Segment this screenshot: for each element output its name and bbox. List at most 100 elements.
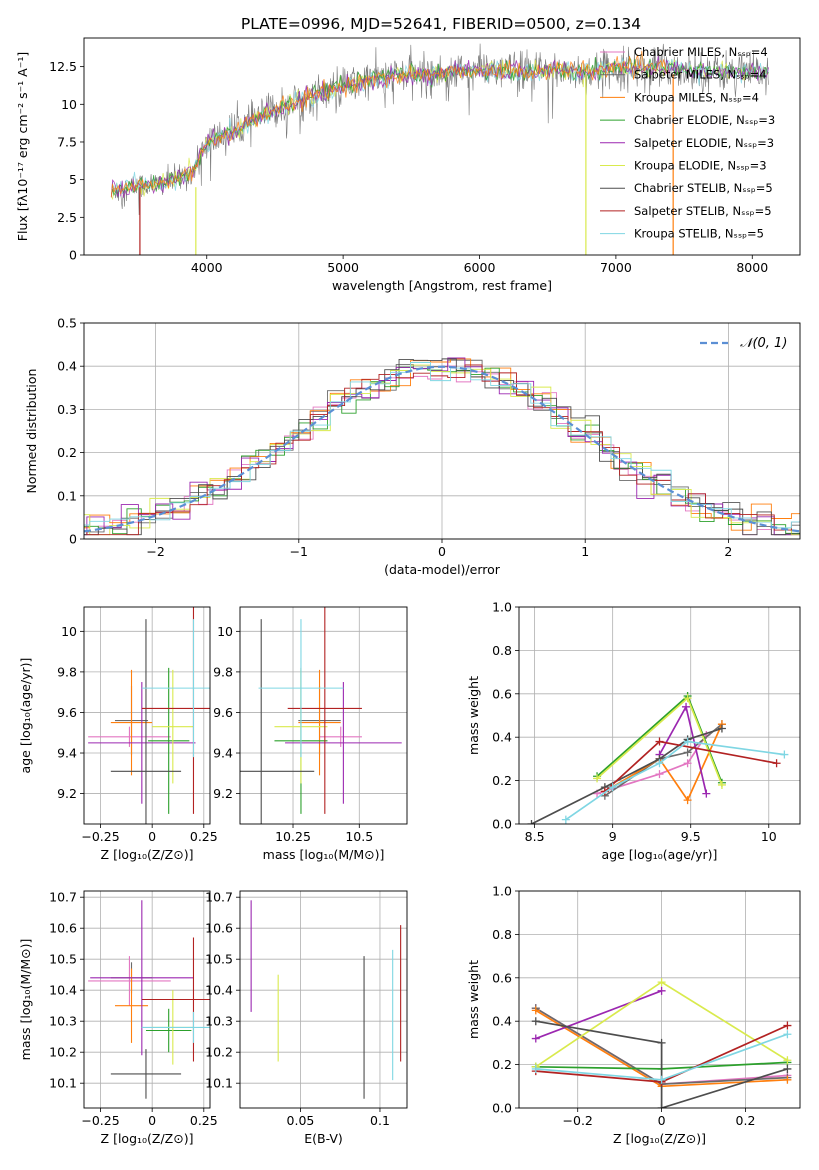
legend-label: Kroupa STELIB, Nₛₛₚ=5: [634, 227, 764, 241]
model-spectrum-line: [110, 50, 668, 197]
x-axis-label: Z [log₁₀(Z/Z⊙)]: [101, 847, 194, 862]
massweight-vs-age-plot-area: [519, 606, 800, 825]
y-tick-label: 9.6: [213, 705, 233, 720]
y-tick-label: 0.2: [57, 445, 77, 460]
age-vs-mass-frame: [239, 606, 408, 825]
x-axis-label: mass [log₁₀(M/M⊙)]: [263, 847, 385, 862]
y-tick-label: 0.0: [492, 817, 512, 832]
weight-marker: [717, 724, 726, 733]
weight-marker: [608, 783, 617, 792]
age-vs-mass-plot-area: [240, 607, 407, 824]
y-tick-label: 9.6: [57, 705, 77, 720]
y-tick-label: 0.4: [57, 359, 77, 374]
y-tick-label: 9.2: [57, 786, 77, 801]
y-tick-label: 0.0: [492, 1101, 512, 1116]
y-tick-label: 7.5: [57, 134, 77, 149]
y-tick-label: 9.8: [57, 664, 77, 679]
weight-marker: [657, 978, 666, 987]
weight-marker: [683, 759, 692, 768]
histogram-step-2: [84, 358, 800, 531]
weight-marker: [657, 1038, 666, 1047]
spectrum-frame: [83, 37, 801, 256]
legend-label: Salpeter MILES, Nₛₛₚ=4: [634, 68, 767, 82]
legend-label: Salpeter STELIB, Nₛₛₚ=5: [634, 204, 772, 218]
x-tick-label: −2: [146, 544, 164, 559]
y-axis-label: Flux [fλ10⁻¹⁷ erg cm⁻² s⁻¹ A⁻¹]: [15, 52, 30, 241]
legend-label: Chabrier ELODIE, Nₛₛₚ=3: [634, 113, 775, 127]
x-tick-label: 0: [658, 1113, 666, 1128]
y-axis-label: mass [log₁₀(M/M⊙)]: [18, 939, 33, 1061]
weight-marker: [531, 1064, 540, 1073]
weight-marker: [531, 1006, 540, 1015]
y-tick-label: 10.1: [49, 1076, 77, 1091]
x-tick-label: 0.05: [287, 1113, 315, 1128]
y-tick-label: 0.6: [492, 686, 512, 701]
y-axis-label: Normed distribution: [24, 369, 39, 494]
weight-marker: [655, 737, 664, 746]
histogram-step-4: [84, 357, 800, 536]
legend-label: Kroupa ELODIE, Nₛₛₚ=3: [634, 159, 767, 173]
weight-marker: [683, 748, 692, 757]
y-tick-label: 9.2: [213, 786, 233, 801]
massweight-vs-z-marks: [531, 978, 792, 1108]
x-tick-label: 10.5: [345, 829, 373, 844]
y-tick-label: 0: [69, 532, 77, 547]
mass-vs-ebv-frame: [239, 890, 408, 1109]
weight-line-6: [535, 1020, 788, 1108]
x-tick-label: 0: [148, 829, 156, 844]
y-tick-label: 0.2: [492, 1057, 512, 1072]
weight-line-2: [604, 723, 723, 802]
x-tick-label: 0: [148, 1113, 156, 1128]
y-tick-label: 9.8: [213, 664, 233, 679]
weight-marker: [531, 1017, 540, 1026]
weight-marker: [683, 796, 692, 805]
weight-marker: [702, 789, 711, 798]
y-tick-label: 0.4: [492, 730, 512, 745]
weight-marker: [683, 737, 692, 746]
weight-marker: [780, 750, 789, 759]
mass-vs-ebv-plot-area: [240, 891, 407, 1108]
x-axis-label: age [log₁₀(age/yr)]: [602, 847, 718, 862]
x-tick-label: 2: [724, 544, 732, 559]
x-tick-label: 4000: [191, 260, 223, 275]
mass-vs-z-frame: [83, 890, 211, 1109]
y-tick-label: 10.4: [205, 983, 233, 998]
weight-marker: [561, 815, 570, 824]
y-tick-label: 2.5: [57, 210, 77, 225]
weight-marker: [657, 1075, 666, 1084]
massweight-vs-z-plot-area: [519, 890, 800, 1109]
y-tick-label: 9.4: [57, 746, 77, 761]
weight-marker: [655, 770, 664, 779]
y-tick-label: 10.7: [49, 890, 77, 905]
mass-vs-ebv-marks: [250, 900, 402, 1099]
y-axis-label: mass weight: [466, 960, 481, 1039]
weight-marker: [783, 1021, 792, 1030]
weight-marker: [593, 774, 602, 783]
y-tick-label: 1.0: [492, 600, 512, 615]
legend-label: Salpeter ELODIE, Nₛₛₚ=3: [634, 136, 774, 150]
x-tick-label: 8.5: [525, 829, 545, 844]
weight-marker: [531, 1034, 540, 1043]
x-axis-label: E(B-V): [304, 1131, 343, 1146]
residual-histogram-frame: [83, 322, 801, 540]
x-tick-label: 0: [438, 544, 446, 559]
legend-label: Chabrier STELIB, Nₛₛₚ=5: [634, 181, 773, 195]
y-tick-label: 10.6: [49, 921, 77, 936]
weight-marker: [783, 1056, 792, 1065]
y-tick-label: 9.4: [213, 746, 233, 761]
x-tick-label: −0.25: [81, 829, 119, 844]
massweight-vs-age-marks: [527, 691, 789, 824]
x-tick-label: −1: [290, 544, 308, 559]
mass-vs-z-marks: [88, 900, 210, 1099]
y-tick-label: 5: [69, 172, 77, 187]
y-tick-label: 0.8: [492, 927, 512, 942]
histogram-step-6: [84, 358, 800, 536]
y-axis-label: mass weight: [466, 676, 481, 755]
spectrum-marks: [110, 43, 769, 255]
x-axis-label: (data-model)/error: [384, 562, 501, 577]
massweight-vs-z-frame: [518, 890, 801, 1109]
y-tick-label: 10.3: [49, 1014, 77, 1029]
y-tick-label: 10.2: [49, 1045, 77, 1060]
histogram-step-8: [84, 362, 800, 529]
